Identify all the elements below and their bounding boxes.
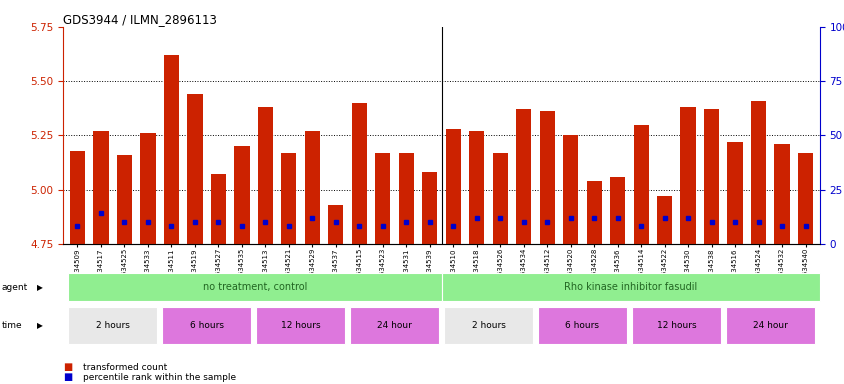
- Text: percentile rank within the sample: percentile rank within the sample: [83, 373, 235, 382]
- Bar: [305, 131, 320, 244]
- Text: agent: agent: [2, 283, 28, 291]
- Bar: [679, 107, 695, 244]
- Bar: [70, 151, 85, 244]
- Text: 6 hours: 6 hours: [189, 321, 224, 330]
- Bar: [281, 153, 296, 244]
- Bar: [398, 153, 414, 244]
- Bar: [375, 153, 390, 244]
- Bar: [586, 181, 601, 244]
- Text: 12 hours: 12 hours: [656, 321, 695, 330]
- Text: 12 hours: 12 hours: [280, 321, 320, 330]
- Text: 2 hours: 2 hours: [95, 321, 129, 330]
- Bar: [516, 109, 531, 244]
- Bar: [140, 133, 155, 244]
- Bar: [351, 103, 366, 244]
- Bar: [609, 177, 625, 244]
- Bar: [797, 153, 812, 244]
- Bar: [492, 153, 507, 244]
- Text: transformed count: transformed count: [83, 363, 167, 372]
- Bar: [773, 144, 789, 244]
- Bar: [164, 55, 179, 244]
- Text: 24 hour: 24 hour: [376, 321, 412, 330]
- Bar: [210, 174, 225, 244]
- Bar: [750, 101, 766, 244]
- Bar: [327, 205, 343, 244]
- Text: GDS3944 / ILMN_2896113: GDS3944 / ILMN_2896113: [63, 13, 217, 26]
- Text: ▶: ▶: [37, 283, 43, 291]
- Bar: [633, 124, 648, 244]
- Bar: [187, 94, 203, 244]
- Bar: [422, 172, 437, 244]
- Text: 6 hours: 6 hours: [565, 321, 598, 330]
- Bar: [257, 107, 273, 244]
- Text: 24 hour: 24 hour: [752, 321, 787, 330]
- Bar: [562, 136, 577, 244]
- Bar: [703, 109, 718, 244]
- Bar: [727, 142, 742, 244]
- Text: time: time: [2, 321, 22, 330]
- Bar: [468, 131, 484, 244]
- Text: 2 hours: 2 hours: [471, 321, 505, 330]
- Bar: [234, 146, 249, 244]
- Text: ■: ■: [63, 372, 73, 382]
- Bar: [116, 155, 132, 244]
- Bar: [539, 111, 555, 244]
- Text: ■: ■: [63, 362, 73, 372]
- Text: Rho kinase inhibitor fasudil: Rho kinase inhibitor fasudil: [563, 282, 696, 292]
- Bar: [445, 129, 460, 244]
- Text: no treatment, control: no treatment, control: [203, 282, 306, 292]
- Bar: [657, 196, 672, 244]
- Text: ▶: ▶: [37, 321, 43, 330]
- Bar: [93, 131, 109, 244]
